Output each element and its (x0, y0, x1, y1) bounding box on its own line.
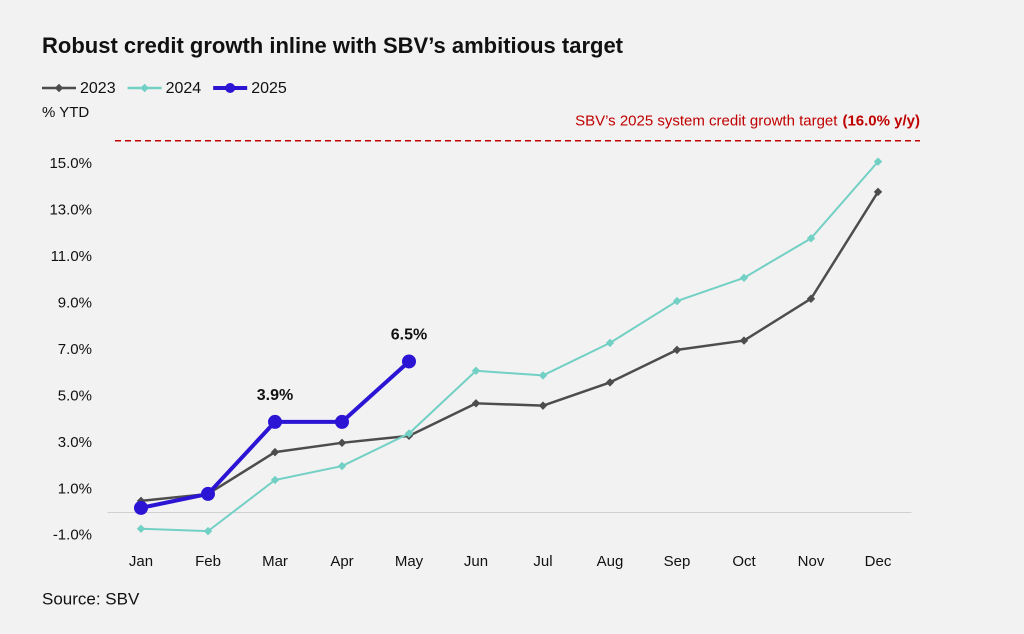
x-tick-label: Nov (798, 553, 825, 570)
x-tick-label: Apr (330, 553, 353, 570)
marker (402, 354, 416, 369)
marker (201, 486, 215, 501)
marker (739, 273, 749, 283)
y-tick-label: 1.0% (58, 480, 92, 497)
y-tick-label: 11.0% (51, 248, 92, 265)
y-tick-label: 3.0% (58, 434, 92, 451)
marker (739, 336, 749, 345)
x-tick-label: Jan (129, 553, 153, 570)
y-tick-label: 9.0% (58, 294, 92, 311)
marker (672, 345, 682, 355)
marker (538, 401, 548, 410)
x-tick-label: Mar (262, 553, 288, 570)
x-tick-label: Aug (597, 553, 624, 570)
marker (471, 366, 481, 375)
marker (806, 294, 816, 303)
marker (140, 83, 149, 93)
legend-label: 2025 (251, 80, 287, 97)
y-tick-label: 7.0% (58, 341, 92, 358)
marker (806, 234, 816, 243)
y-tick-label: -1.0% (53, 527, 92, 544)
marker (404, 429, 414, 438)
legend-label: 2024 (166, 80, 202, 97)
source: Source: SBV (42, 589, 140, 608)
marker (335, 414, 349, 429)
x-tick-label: Jul (533, 553, 552, 570)
legend-label: 2023 (80, 80, 116, 97)
target-label: (16.0% y/y) (842, 113, 920, 130)
y-tick-label: 13.0% (49, 201, 92, 218)
marker (134, 500, 148, 515)
marker (538, 371, 548, 380)
y-tick-label: 5.0% (58, 387, 92, 404)
x-tick-label: Sep (664, 553, 691, 570)
marker (270, 475, 280, 485)
marker (136, 524, 146, 533)
data-label: 3.9% (257, 387, 293, 404)
target-text: SBV’s 2025 system credit growth target (575, 113, 838, 130)
target-annotation: SBV’s 2025 system credit growth target (1… (575, 113, 920, 130)
marker (270, 447, 280, 457)
data-label: 6.5% (391, 327, 427, 344)
x-tick-label: Dec (865, 553, 892, 570)
marker (873, 157, 883, 166)
marker (672, 296, 682, 306)
marker (268, 414, 282, 429)
marker (605, 338, 615, 348)
marker (337, 438, 347, 448)
series-line (140, 360, 411, 510)
marker (873, 187, 883, 197)
series-line (140, 160, 879, 533)
marker (471, 399, 481, 408)
x-tick-label: Feb (195, 553, 221, 570)
series-line (140, 191, 880, 503)
y-tick-label: 15.0% (49, 155, 92, 172)
marker (225, 83, 236, 93)
marker (337, 461, 347, 471)
chart-title: Robust credit growth inline with SBV’s a… (42, 33, 624, 58)
x-tick-label: May (395, 553, 424, 570)
marker (203, 526, 213, 536)
marker (605, 378, 615, 387)
y-axis-label: % YTD (42, 104, 89, 121)
x-tick-label: Jun (464, 553, 488, 570)
marker (54, 83, 64, 93)
x-tick-label: Oct (732, 553, 756, 570)
